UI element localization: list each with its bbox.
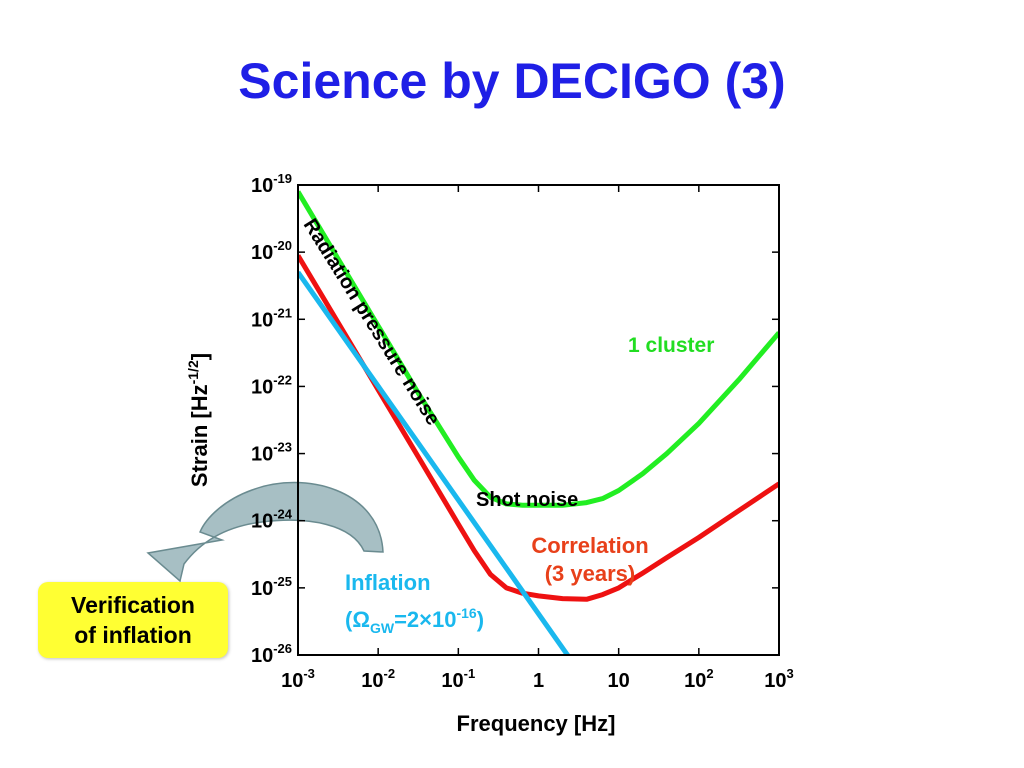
x-tick-label: 10-1	[441, 666, 475, 692]
y-tick-label: 10-22	[251, 372, 292, 398]
x-tick-label: 10-2	[361, 666, 395, 692]
x-axis-label: Frequency [Hz]	[457, 711, 616, 736]
correlation-curve	[298, 254, 779, 602]
correlation-label: Correlation	[531, 533, 648, 558]
y-tick-label: 10-26	[251, 641, 292, 667]
y-tick-label: 10-25	[251, 574, 292, 600]
tick-layer: 10-3 10-2 10-1 1 10 102 103 10-19 10-20 10-21 10-2…	[251, 171, 794, 692]
inflation-omega-label: (ΩGW=2×10-16)	[345, 605, 484, 636]
y-tick-label: 10-24	[251, 507, 293, 533]
y-tick-label: 10-19	[251, 171, 292, 197]
y-tick-label: 10-20	[251, 238, 292, 264]
x-tick-label: 102	[684, 666, 713, 692]
one-cluster-label: 1 cluster	[628, 334, 714, 357]
y-axis-label: Strain [Hz-1/2]	[185, 353, 212, 487]
x-tick-label: 10	[608, 670, 630, 692]
callout-text: Verification of inflation	[71, 592, 195, 648]
y-tick-label: 10-21	[251, 305, 292, 331]
inflation-label: Inflation	[345, 570, 431, 595]
shot-noise-label: Shot noise	[476, 489, 578, 511]
x-tick-label: 10-3	[281, 666, 315, 692]
x-tick-label: 1	[533, 670, 544, 692]
inflation-line	[298, 270, 571, 655]
y-tick-label: 10-23	[251, 440, 292, 466]
verification-callout: Verification of inflation	[38, 582, 228, 658]
slide-title: Science by DECIGO (3)	[238, 53, 786, 109]
one-cluster-curve	[298, 190, 779, 508]
radiation-pressure-noise-label: Radiation pressure noise	[299, 215, 444, 429]
series-layer	[298, 190, 779, 655]
x-tick-label: 103	[764, 666, 793, 692]
correlation-duration-label: (3 years)	[545, 561, 636, 586]
